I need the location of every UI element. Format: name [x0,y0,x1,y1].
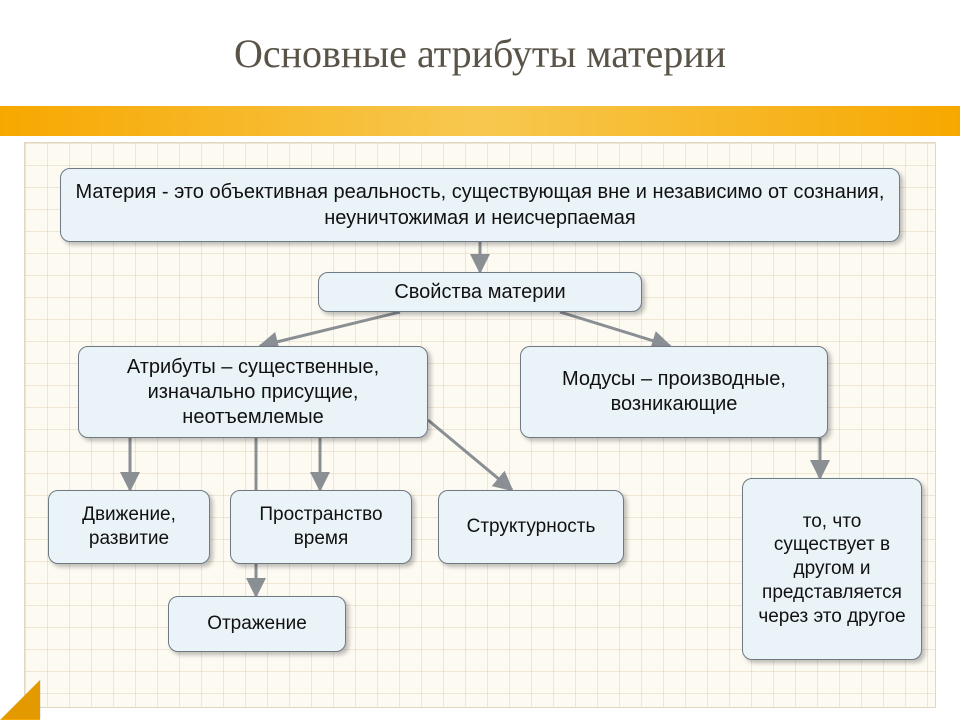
node-movement: Движение, развитие [48,490,210,564]
node-text: Структурность [467,515,596,539]
node-text: Движение, развитие [63,503,195,551]
slide: Основные атрибуты материи Материя - это … [0,0,960,720]
node-text: Материя - это объективная реальность, су… [75,179,885,231]
node-text: Модусы – производные, возникающие [535,367,813,417]
node-reflection: Отражение [168,596,346,652]
accent-stripe [0,106,960,136]
corner-fold-icon [0,680,40,720]
node-text: то, что существует в другом и представля… [757,510,907,629]
node-modes: Модусы – производные, возникающие [520,346,828,438]
node-text: Отражение [207,612,307,636]
node-definition: Материя - это объективная реальность, су… [60,168,900,242]
node-attributes: Атрибуты – существенные, изначально прис… [78,346,428,438]
node-spacetime: Пространство время [230,490,412,564]
node-text: Пространство время [245,503,397,551]
node-properties: Свойства материи [318,272,642,312]
node-text: Свойства материи [394,280,565,305]
node-text: Атрибуты – существенные, изначально прис… [93,355,413,430]
node-modes-detail: то, что существует в другом и представля… [742,478,922,660]
node-structure: Структурность [438,490,624,564]
page-title: Основные атрибуты материи [0,30,960,77]
